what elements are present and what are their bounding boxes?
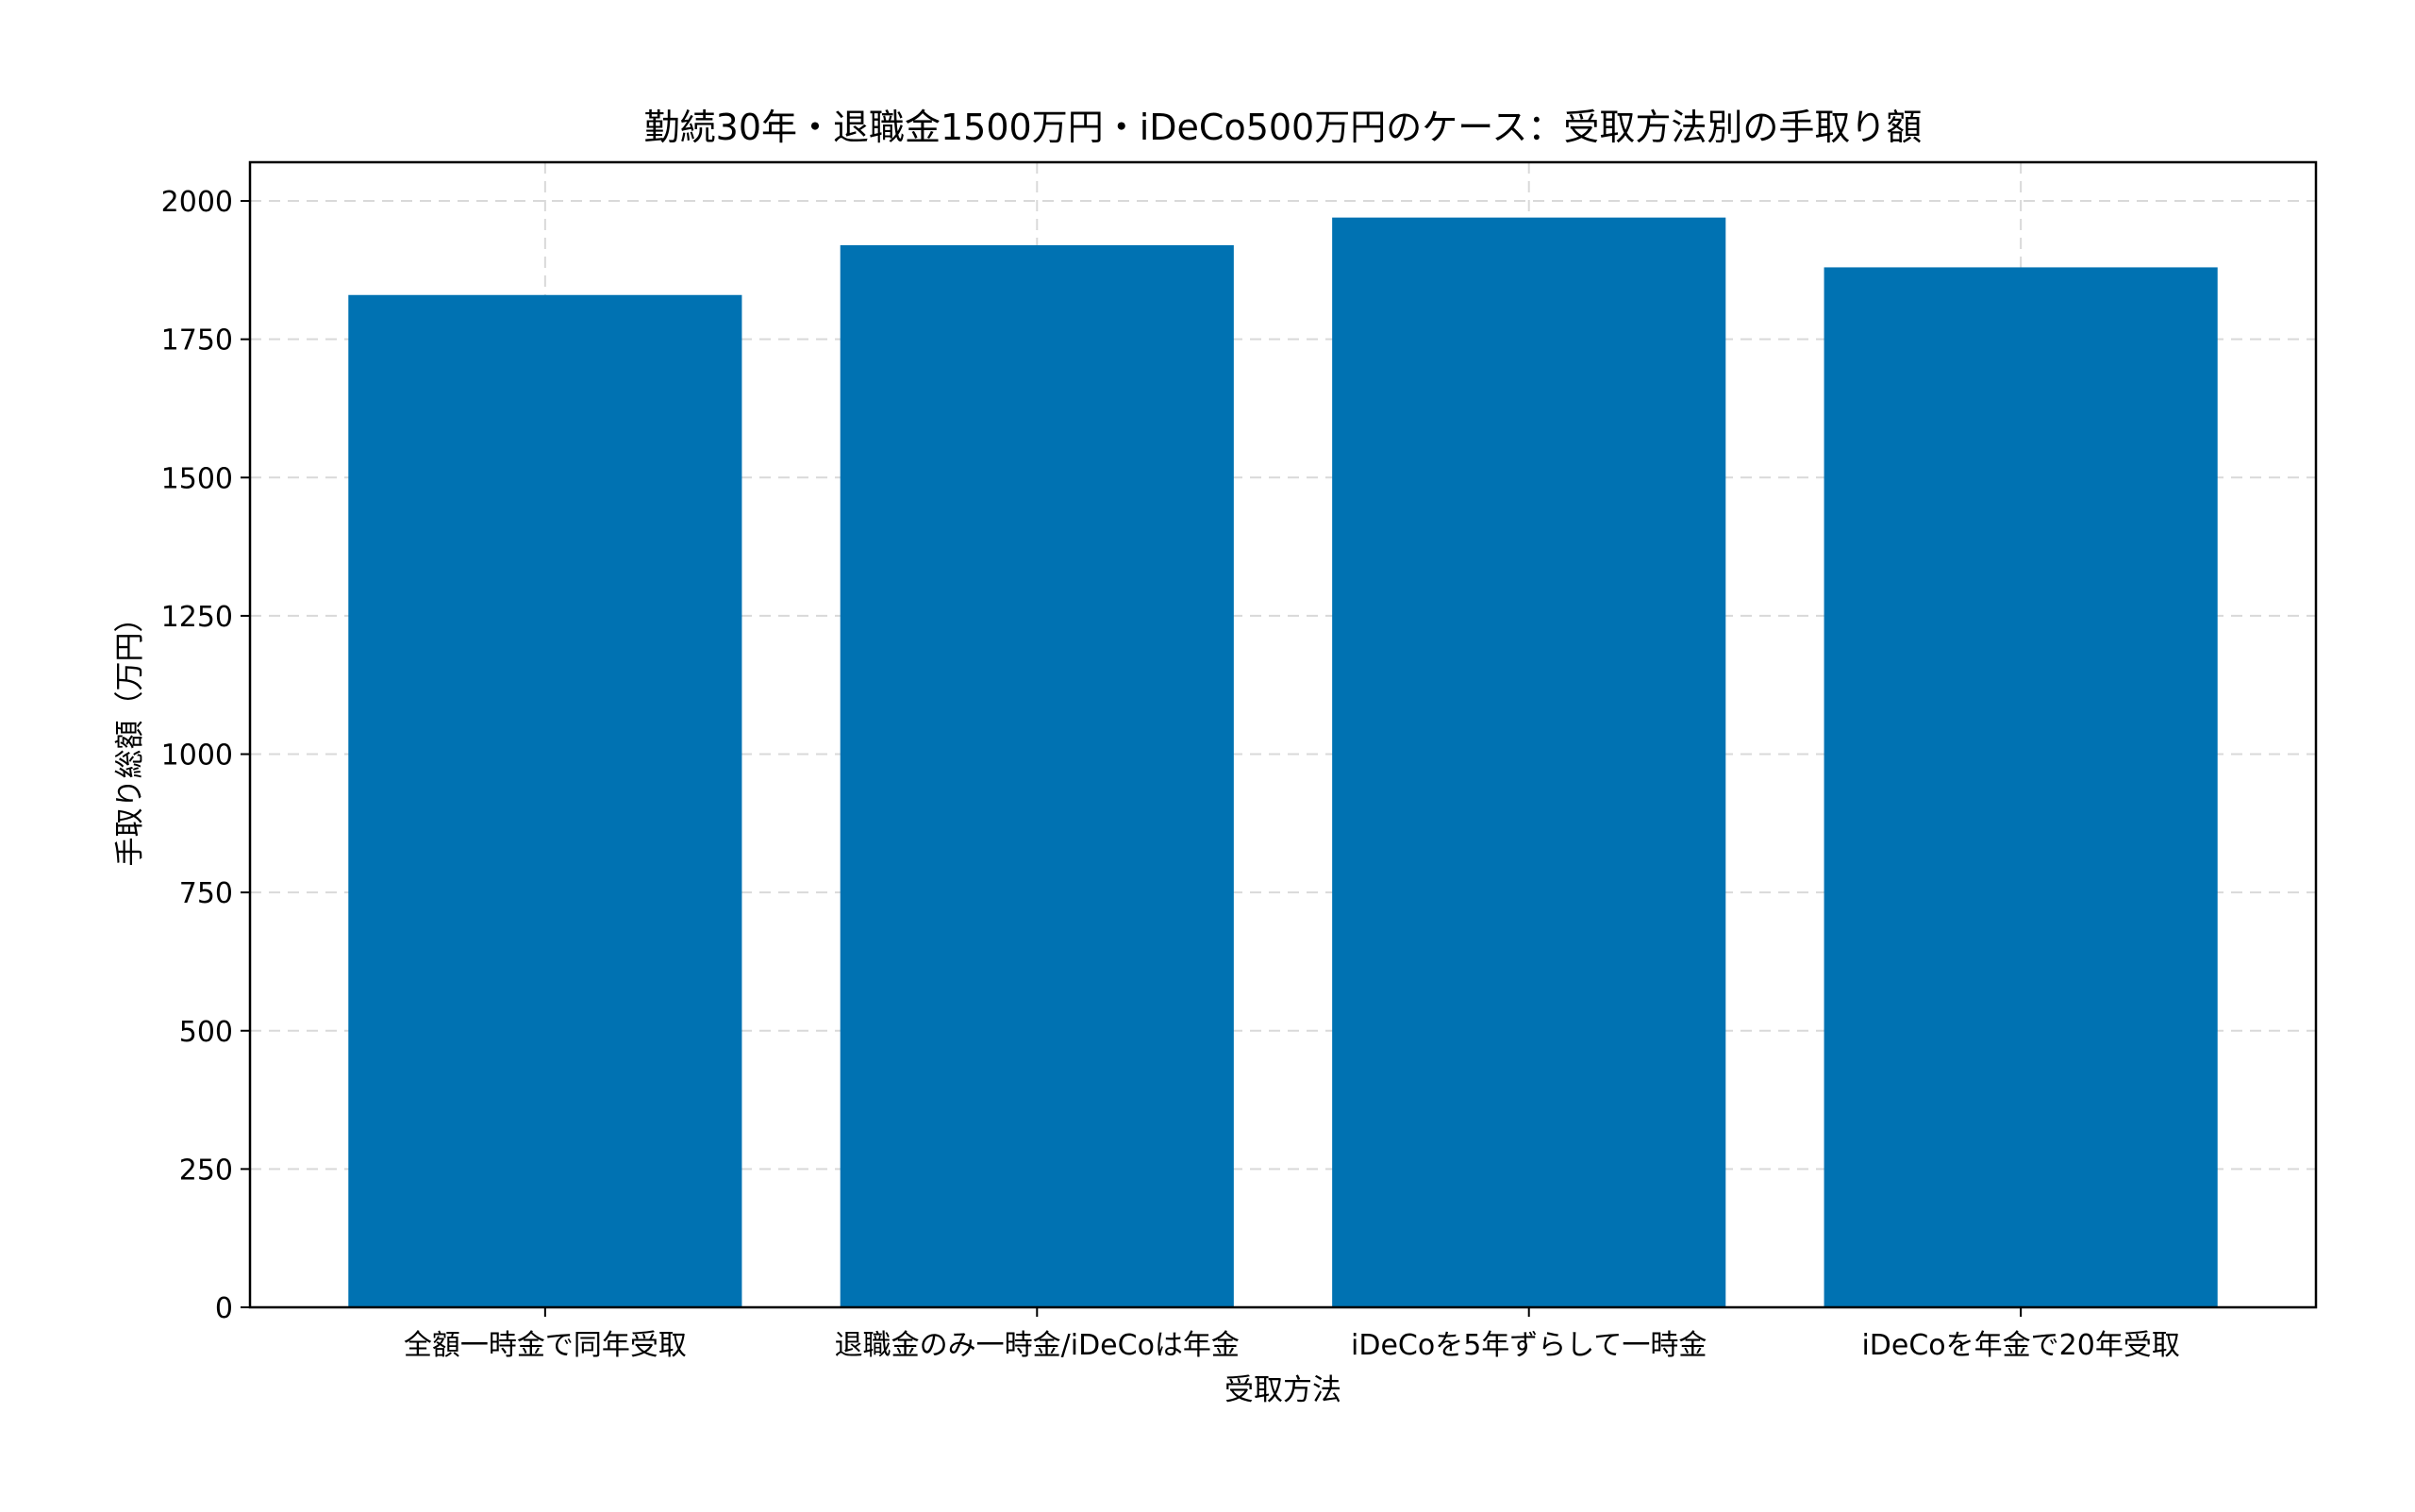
y-tick-label: 500 [179,1016,233,1049]
y-tick-label: 750 [179,877,233,910]
y-tick-label: 1500 [161,462,233,495]
ticks-layer: 0 250 500 750 1000 1250 1500 1750 2000 全額一時金で同年受取… [161,186,2180,1362]
bar [1824,267,2218,1308]
y-tick-label: 1000 [161,739,233,773]
bars-layer [348,217,2218,1308]
y-tick-label: 2000 [161,186,233,219]
y-tick-label: 0 [215,1292,233,1325]
chart-title: 勤続30年・退職金1500万円・iDeCo500万円のケース：受取方法別の手取り… [644,107,1923,148]
plot-frame [248,160,2318,1309]
bar [1332,217,1726,1307]
x-tick-label: 全額一時金で同年受取 [404,1329,687,1362]
x-axis-label: 受取方法 [1224,1373,1341,1407]
bar [348,294,742,1307]
y-tick-label: 1750 [161,324,233,357]
y-axis-label: 手取り総額（万円） [113,604,147,867]
x-tick-label: 退職金のみ一時金/iDeCoは年金 [835,1329,1240,1362]
x-tick-label: iDeCoを5年ずらして一時金 [1351,1329,1707,1362]
y-tick-label: 250 [179,1154,233,1187]
x-tick-label: iDeCoを年金で20年受取 [1861,1329,2179,1362]
y-tick-label: 1250 [161,601,233,634]
bar [840,244,1234,1308]
